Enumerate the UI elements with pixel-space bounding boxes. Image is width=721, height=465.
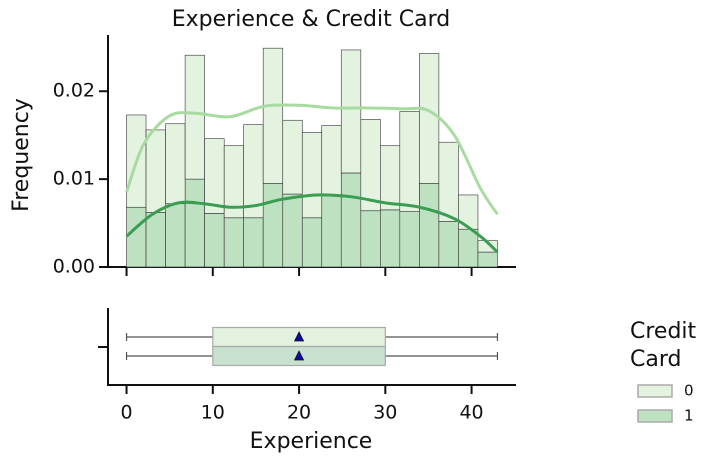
chart-title: Experience & Credit Card [172, 7, 450, 32]
bar [340, 172, 362, 268]
bar [321, 195, 342, 268]
bar [282, 193, 303, 268]
bar [360, 119, 381, 212]
x-axis-label: Experience [250, 429, 373, 454]
bar [360, 210, 381, 268]
bar [262, 47, 284, 184]
bar [282, 119, 303, 195]
bar [340, 49, 362, 174]
bar [458, 194, 479, 230]
bar [126, 206, 147, 268]
bar [243, 217, 264, 268]
bar [204, 213, 225, 268]
bar [380, 209, 401, 268]
bar [477, 240, 498, 253]
bar [380, 145, 401, 211]
y-tick-label: 0.02 [53, 80, 95, 102]
bar [262, 183, 284, 268]
bar [184, 178, 205, 268]
bar [223, 217, 244, 268]
bar [438, 221, 459, 268]
x-tick-label: 0 [120, 402, 132, 424]
bar [458, 228, 479, 268]
legend-label: 1 [684, 407, 694, 425]
bar [321, 125, 342, 197]
y-tick-label: 0.00 [53, 256, 95, 278]
mean-marker [293, 350, 305, 361]
bar [301, 132, 323, 219]
bar [399, 211, 420, 268]
y-tick-label: 0.01 [53, 168, 95, 190]
legend-swatch [637, 384, 673, 398]
bar [165, 123, 186, 205]
y-axis-label: Frequency [9, 98, 34, 212]
bar [301, 217, 323, 268]
bar [184, 54, 205, 180]
bar [477, 251, 498, 268]
legend-title: Credit Card [630, 319, 697, 372]
bar [419, 183, 440, 268]
bar [145, 129, 166, 213]
x-tick-label: 20 [287, 402, 311, 424]
legend-label: 0 [684, 382, 694, 400]
bar [399, 111, 420, 212]
x-tick-label: 10 [201, 402, 225, 424]
bar [165, 203, 186, 268]
bar [145, 212, 166, 268]
x-tick-label: 30 [373, 402, 397, 424]
kde-line [125, 193, 499, 254]
x-tick-label: 40 [459, 402, 483, 424]
bar [438, 141, 459, 222]
bar [204, 138, 225, 214]
legend-swatch [637, 409, 673, 423]
kde-line [125, 103, 499, 216]
bar [419, 53, 440, 184]
mean-marker [293, 331, 305, 342]
